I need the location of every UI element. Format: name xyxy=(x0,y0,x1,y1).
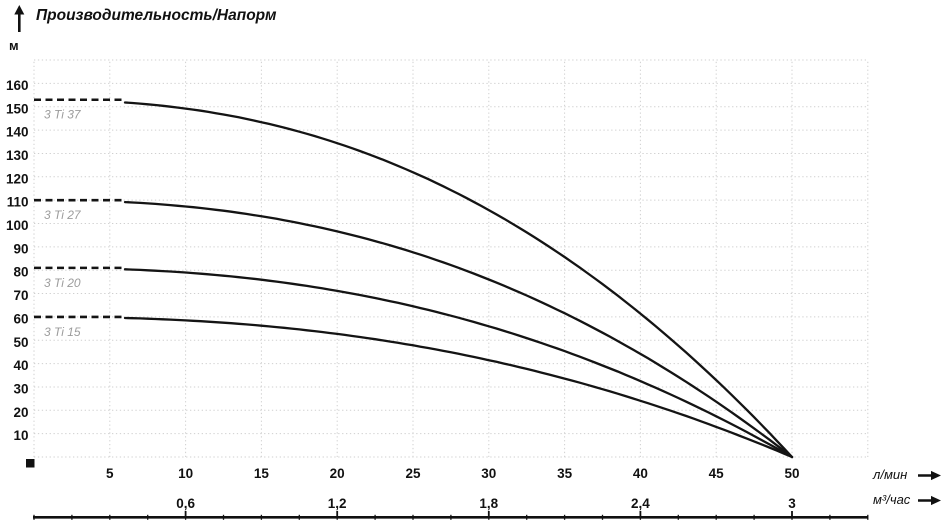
svg-text:100: 100 xyxy=(6,218,29,233)
svg-text:20: 20 xyxy=(330,466,345,481)
series-label-3-ti-27: 3 Ti 27 xyxy=(44,208,82,222)
svg-text:25: 25 xyxy=(405,466,421,481)
svg-text:110: 110 xyxy=(7,195,29,210)
svg-text:120: 120 xyxy=(6,171,29,186)
x-axis-lmin-tick-labels: 5 10 15 20 25 30 35 40 45 50 xyxy=(106,466,799,481)
svg-text:40: 40 xyxy=(13,358,28,373)
svg-text:80: 80 xyxy=(13,265,28,280)
svg-text:10: 10 xyxy=(13,428,28,443)
svg-text:50: 50 xyxy=(784,466,799,481)
curve-3-ti-15 xyxy=(123,316,794,459)
svg-text:30: 30 xyxy=(13,381,28,396)
curve-3-ti-37 xyxy=(123,101,794,459)
series-label-3-ti-37: 3 Ti 37 xyxy=(44,108,82,122)
svg-text:35: 35 xyxy=(557,466,573,481)
m3h-axis-direction-arrow-icon xyxy=(918,495,941,506)
svg-text:90: 90 xyxy=(13,241,28,256)
svg-text:10: 10 xyxy=(178,466,193,481)
curve-3-ti-27 xyxy=(123,200,794,459)
svg-text:140: 140 xyxy=(6,125,29,140)
svg-text:15: 15 xyxy=(254,466,270,481)
y-axis-unit-label: м xyxy=(9,38,19,53)
y-axis-tick-labels: 10 20 30 40 50 60 70 80 90 100 110 120 130 140 150 160 xyxy=(6,78,29,443)
svg-text:1,8: 1,8 xyxy=(479,496,498,511)
x-axis-lmin-unit-label: л/мин xyxy=(872,467,907,482)
x-axis-m3h-unit-label: м³/час xyxy=(873,492,911,507)
series-label-3-ti-20: 3 Ti 20 xyxy=(44,276,81,290)
curve-3-ti-20 xyxy=(123,268,794,459)
chart-title: Производительность/Напорм xyxy=(36,7,277,24)
svg-text:160: 160 xyxy=(6,78,29,93)
svg-text:20: 20 xyxy=(13,405,28,420)
svg-text:3: 3 xyxy=(788,496,796,511)
svg-text:150: 150 xyxy=(6,101,29,116)
lmin-axis-direction-arrow-icon xyxy=(918,470,941,481)
svg-text:45: 45 xyxy=(709,466,725,481)
svg-text:30: 30 xyxy=(481,466,496,481)
svg-text:130: 130 xyxy=(6,148,29,163)
svg-text:5: 5 xyxy=(106,466,114,481)
svg-text:0,6: 0,6 xyxy=(176,496,195,511)
svg-text:2,4: 2,4 xyxy=(631,496,650,511)
svg-text:40: 40 xyxy=(633,466,648,481)
gridlines xyxy=(33,59,869,458)
head-axis-direction-arrow-icon xyxy=(14,5,25,32)
m3h-axis-ticks xyxy=(33,511,869,520)
x-axis-m3h-tick-labels: 0,6 1,2 1,8 2,4 3 xyxy=(176,496,796,511)
svg-text:50: 50 xyxy=(13,335,28,350)
svg-text:1,2: 1,2 xyxy=(328,496,347,511)
svg-text:70: 70 xyxy=(13,288,28,303)
origin-marker xyxy=(26,459,35,468)
svg-text:60: 60 xyxy=(13,311,28,326)
series-label-3-ti-15: 3 Ti 15 xyxy=(44,325,81,339)
